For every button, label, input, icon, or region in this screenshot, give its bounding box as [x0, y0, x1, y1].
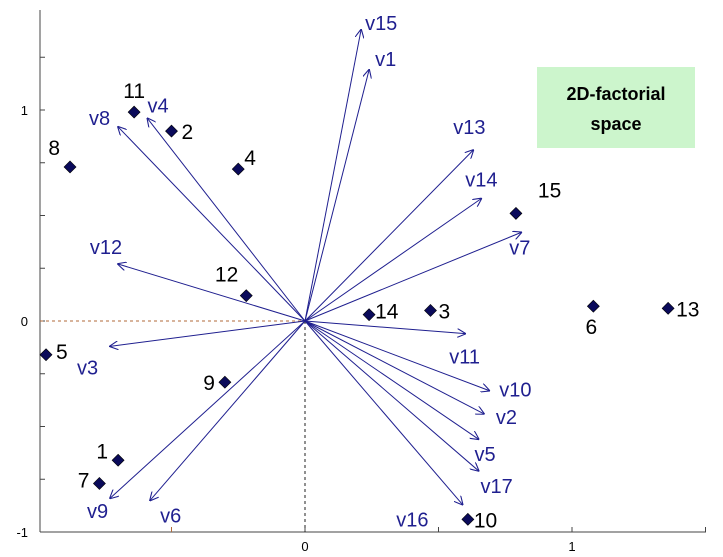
vector-label-v3: v3 [77, 357, 98, 379]
point-label-1: 1 [96, 440, 108, 463]
vector-arrow-v8 [118, 127, 306, 322]
point-marker-3 [424, 304, 437, 317]
vector-label-v7: v7 [509, 237, 530, 259]
point-marker-2 [165, 124, 178, 138]
vector-arrow-v16 [304, 320, 463, 505]
vector-arrow-v9 [110, 320, 306, 498]
point-marker-12 [239, 289, 253, 303]
vector-label-v4: v4 [147, 95, 168, 117]
point-label-15: 15 [538, 179, 561, 202]
point-marker-6 [586, 299, 600, 313]
point-label-14: 14 [375, 301, 399, 324]
vector-arrow-v13 [304, 150, 473, 322]
vector-arrow-v3 [110, 320, 306, 346]
point-marker-5 [39, 348, 53, 362]
vector-arrow-v6 [150, 320, 306, 500]
vector-label-v11: v11 [449, 347, 480, 369]
title-box: 2D-factorial space [537, 67, 695, 148]
point-label-5: 5 [56, 341, 68, 364]
point-marker-13 [661, 301, 675, 315]
vector-label-v14: v14 [465, 170, 497, 192]
point-label-3: 3 [438, 300, 450, 323]
vector-arrow-v5 [304, 320, 479, 439]
vector-label-v15: v15 [365, 13, 397, 35]
y-tick-label: -1 [16, 525, 28, 540]
vector-label-v6: v6 [160, 505, 181, 527]
vector-arrow-v17 [304, 320, 479, 471]
reference-lines [40, 320, 306, 532]
vector-label-v1: v1 [375, 49, 396, 71]
point-marker-9 [218, 375, 232, 389]
vector-label-v10: v10 [499, 380, 531, 402]
chart-title-line-1: 2D-factorial [566, 84, 665, 104]
vector-label-v17: v17 [481, 476, 513, 498]
point-label-8: 8 [48, 137, 60, 160]
point-label-11: 11 [123, 80, 145, 103]
variable-vectors: v1 v2 v3 v4 v5 v6 v7 v8 v9 v10 v11 v12 v13 v14 v15 v16 v… [77, 13, 532, 532]
point-marker-11 [127, 105, 141, 119]
point-marker-4 [231, 162, 245, 176]
vector-arrow-v1 [304, 70, 369, 322]
point-label-13: 13 [676, 298, 699, 321]
point-marker-8 [63, 160, 77, 174]
vector-arrow-v4 [147, 118, 306, 322]
point-label-7: 7 [78, 469, 90, 492]
point-marker-1 [111, 453, 125, 467]
point-marker-10 [461, 512, 475, 526]
vector-arrow-v14 [304, 199, 481, 322]
point-marker-15 [509, 206, 523, 220]
vector-label-v2: v2 [496, 407, 517, 429]
point-marker-7 [92, 477, 106, 490]
point-label-12: 12 [215, 264, 238, 287]
x-tick-label: 1 [568, 539, 575, 554]
vector-label-v16: v16 [396, 510, 428, 532]
vector-label-v9: v9 [87, 501, 108, 523]
vector-label-v5: v5 [475, 444, 496, 466]
vector-label-v12: v12 [90, 237, 122, 259]
point-label-9: 9 [203, 372, 215, 395]
vector-arrow-v12 [118, 264, 306, 322]
y-tick-label: 0 [21, 314, 28, 329]
y-tick-label: 1 [21, 103, 28, 118]
point-label-4: 4 [244, 147, 256, 170]
point-label-10: 10 [474, 509, 497, 532]
title-box-background [537, 67, 695, 148]
vector-label-v8: v8 [89, 108, 110, 130]
point-marker-14 [362, 308, 376, 322]
vector-arrow-v10 [304, 320, 489, 391]
chart-title-line-2: space [590, 114, 641, 134]
vector-arrow-v15 [304, 30, 361, 322]
vector-arrow-v2 [304, 320, 484, 414]
vector-arrow-v7 [304, 232, 521, 322]
point-label-2: 2 [182, 121, 194, 144]
vector-arrow-v11 [304, 320, 465, 334]
x-tick-label: 0 [301, 539, 308, 554]
vector-label-v13: v13 [453, 117, 485, 139]
point-label-6: 6 [586, 316, 598, 339]
